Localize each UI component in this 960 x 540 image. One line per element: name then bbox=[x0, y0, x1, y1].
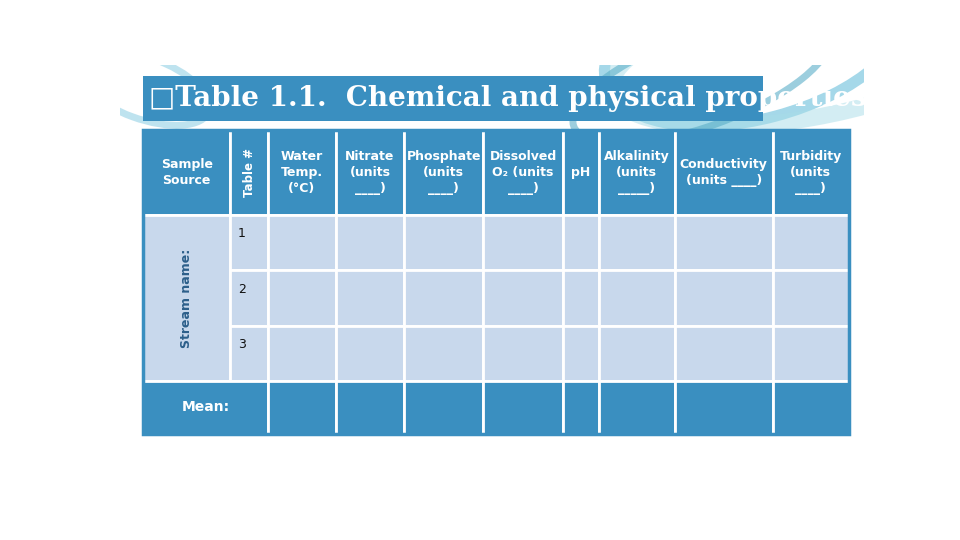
Bar bbox=[143, 381, 268, 434]
Bar bbox=[336, 271, 404, 326]
Bar bbox=[268, 271, 336, 326]
Bar bbox=[675, 326, 773, 381]
Text: 2: 2 bbox=[238, 282, 246, 295]
Bar bbox=[773, 381, 849, 434]
Bar bbox=[404, 130, 484, 215]
Text: Nitrate
(units
____): Nitrate (units ____) bbox=[346, 150, 395, 195]
Bar bbox=[599, 381, 675, 434]
Bar bbox=[563, 381, 599, 434]
Text: Turbidity
(units
____): Turbidity (units ____) bbox=[780, 150, 842, 195]
Bar bbox=[773, 271, 849, 326]
Text: Dissolved
O₂ (units
____): Dissolved O₂ (units ____) bbox=[490, 150, 557, 195]
Bar bbox=[404, 326, 484, 381]
Bar bbox=[484, 271, 563, 326]
Bar bbox=[599, 130, 675, 215]
Bar bbox=[599, 326, 675, 381]
Bar bbox=[268, 381, 336, 434]
Bar bbox=[230, 271, 268, 326]
Text: pH: pH bbox=[571, 166, 590, 179]
Text: Sample
Source: Sample Source bbox=[160, 158, 213, 187]
Bar bbox=[675, 271, 773, 326]
Text: 3: 3 bbox=[238, 338, 246, 351]
Bar bbox=[404, 381, 484, 434]
Text: Mean:: Mean: bbox=[181, 401, 229, 415]
Bar bbox=[230, 215, 268, 271]
Bar bbox=[484, 381, 563, 434]
Bar bbox=[773, 215, 849, 271]
Bar bbox=[599, 215, 675, 271]
Bar bbox=[675, 130, 773, 215]
Bar bbox=[143, 76, 763, 121]
Text: □Table 1.1.  Chemical and physical properties of water: □Table 1.1. Chemical and physical proper… bbox=[150, 85, 960, 112]
Bar bbox=[268, 130, 336, 215]
Text: 1: 1 bbox=[238, 227, 246, 240]
Bar bbox=[268, 215, 336, 271]
Bar bbox=[336, 130, 404, 215]
Text: Water
Temp.
(°C): Water Temp. (°C) bbox=[281, 150, 324, 195]
Bar bbox=[484, 130, 563, 215]
Bar bbox=[773, 130, 849, 215]
Bar bbox=[563, 326, 599, 381]
Bar bbox=[143, 130, 230, 215]
Bar bbox=[336, 381, 404, 434]
Text: Phosphate
(units
____): Phosphate (units ____) bbox=[406, 150, 481, 195]
Bar bbox=[143, 130, 849, 434]
Bar bbox=[675, 381, 773, 434]
Text: Table #: Table # bbox=[243, 148, 255, 197]
Bar bbox=[484, 326, 563, 381]
Bar bbox=[675, 215, 773, 271]
Bar bbox=[336, 326, 404, 381]
Bar bbox=[268, 326, 336, 381]
Bar bbox=[563, 271, 599, 326]
Text: Stream name:: Stream name: bbox=[180, 248, 193, 348]
Bar bbox=[773, 326, 849, 381]
Bar bbox=[230, 326, 268, 381]
Bar bbox=[143, 215, 230, 381]
Bar bbox=[336, 215, 404, 271]
Text: Alkalinity
(units
_____): Alkalinity (units _____) bbox=[604, 150, 670, 195]
Bar bbox=[563, 215, 599, 271]
Bar bbox=[484, 215, 563, 271]
Text: Conductivity
(units ____): Conductivity (units ____) bbox=[680, 158, 768, 187]
Bar bbox=[563, 130, 599, 215]
Bar bbox=[599, 271, 675, 326]
Bar bbox=[404, 271, 484, 326]
Bar bbox=[404, 215, 484, 271]
Bar bbox=[230, 130, 268, 215]
